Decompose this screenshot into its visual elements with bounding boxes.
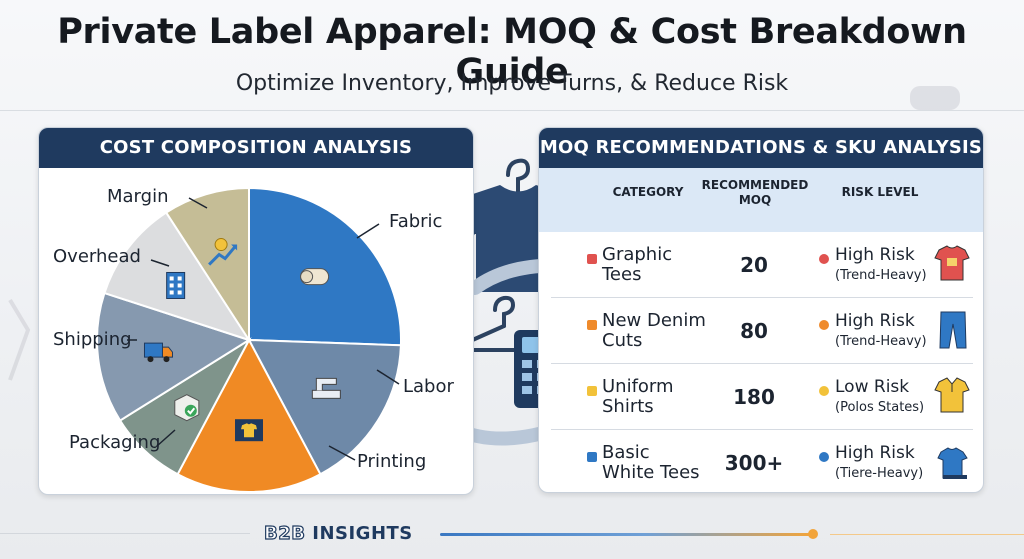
pie-leader-line [356, 223, 380, 239]
pie-label-overhead: Overhead [53, 246, 141, 267]
category-line2: Tees [602, 264, 642, 285]
category-line2: White Tees [602, 462, 700, 483]
risk-dot [819, 254, 829, 264]
column-header-moq-line1: RECOMMENDED [701, 178, 809, 192]
moq-panel: MOQ RECOMMENDATIONS & SKU ANALYSIS CATEG… [538, 127, 984, 493]
pie-label-shipping: Shipping [53, 329, 132, 350]
table-row: Graphic Tees 20 High Risk (Trend-Heavy) [539, 232, 983, 298]
fabric-roll-icon [300, 268, 330, 286]
risk-level: High Risk [835, 245, 915, 265]
risk-note: (Trend-Heavy) [835, 268, 927, 283]
category-line1: Graphic [602, 244, 673, 265]
pie-label-packaging: Packaging [69, 432, 161, 453]
risk-note: (Tiere-Heavy) [835, 466, 924, 481]
pie-slice-printing [176, 337, 322, 493]
moq-panel-heading: MOQ RECOMMENDATIONS & SKU ANALYSIS [539, 128, 983, 168]
column-header-risk: RISK LEVEL [841, 185, 919, 199]
risk-dot [819, 452, 829, 462]
category-line2: Shirts [602, 396, 654, 417]
row-divider [551, 429, 973, 430]
jeans-icon [939, 311, 967, 349]
cost-pie-chart [96, 186, 402, 493]
growth-arrow-icon [208, 238, 238, 266]
moq-value: 80 [740, 319, 768, 343]
moq-value: 180 [733, 385, 775, 409]
footer-brand: B2B INSIGHTS [263, 522, 413, 544]
building-icon [166, 271, 186, 299]
risk-dot [819, 386, 829, 396]
yellow-polo-icon [934, 377, 970, 413]
footer-brand-suffix: INSIGHTS [312, 523, 413, 544]
risk-level: Low Risk [835, 377, 910, 397]
faint-fabric-roll-icon [910, 86, 960, 110]
table-row: Uniform Shirts 180 Low Risk (Polos States) [539, 364, 983, 430]
risk-level: High Risk [835, 311, 915, 331]
risk-note: (Trend-Heavy) [835, 334, 927, 349]
pie-slice-labor [247, 338, 402, 476]
pie-leader-line [150, 259, 170, 267]
box-check-icon [174, 394, 200, 422]
row-divider [551, 297, 973, 298]
title-divider [0, 110, 1024, 111]
category-line1: Uniform [602, 376, 674, 397]
table-row: New Denim Cuts 80 High Risk (Trend-Heavy) [539, 298, 983, 364]
truck-icon [143, 342, 173, 363]
category-bullet [587, 320, 597, 330]
risk-level: High Risk [835, 443, 915, 463]
category-bullet [587, 386, 597, 396]
risk-dot [819, 320, 829, 330]
footer-rule-left [0, 533, 250, 534]
pie-label-labor: Labor [403, 376, 454, 397]
moq-value: 300+ [724, 451, 784, 475]
column-header-moq-line2: MOQ [738, 193, 772, 207]
category-bullet [587, 452, 597, 462]
pie-leader-line [156, 429, 176, 447]
cost-panel-heading: COST COMPOSITION ANALYSIS [39, 128, 473, 168]
pie-slice-margin [164, 186, 250, 344]
footer-accent-dot [808, 529, 818, 539]
moq-value: 20 [740, 253, 768, 277]
row-divider [551, 363, 973, 364]
red-tshirt-icon [934, 245, 970, 281]
pie-slice-fabric [248, 186, 402, 347]
pie-leader-line [328, 445, 356, 461]
pie-label-margin: Margin [107, 186, 169, 207]
blue-tshirt-stack-icon [937, 447, 968, 479]
category-line2: Cuts [602, 330, 643, 351]
page-title: Private Label Apparel: MOQ & Cost Breakd… [57, 12, 967, 92]
moq-table-header: CATEGORY RECOMMENDED MOQ RISK LEVEL [539, 168, 983, 232]
cost-composition-panel: COST COMPOSITION ANALYSIS Margin Overhea… [38, 127, 474, 495]
pie-slice-shipping [96, 291, 252, 422]
faint-hanger-icon [8, 298, 31, 381]
column-header-category: CATEGORY [612, 185, 684, 199]
sewing-machine-icon [311, 377, 341, 399]
risk-note: (Polos States) [835, 400, 925, 415]
pie-leader-line [376, 369, 400, 385]
pie-label-fabric: Fabric [389, 211, 443, 232]
pie-leader-line [188, 197, 208, 209]
footer-brand-prefix: B2B [263, 522, 306, 544]
table-row: Basic White Tees 300+ High Risk (Tiere-Heavy… [539, 430, 983, 492]
category-line1: Basic [602, 442, 650, 463]
screen-print-icon [235, 419, 263, 442]
pie-label-printing: Printing [357, 451, 427, 472]
footer-accent-line [440, 533, 812, 536]
category-line1: New Denim [602, 310, 706, 331]
page-subtitle: Optimize Inventory, Improve Turns, & Red… [235, 71, 789, 96]
category-bullet [587, 254, 597, 264]
footer-rule-right [830, 534, 1024, 535]
